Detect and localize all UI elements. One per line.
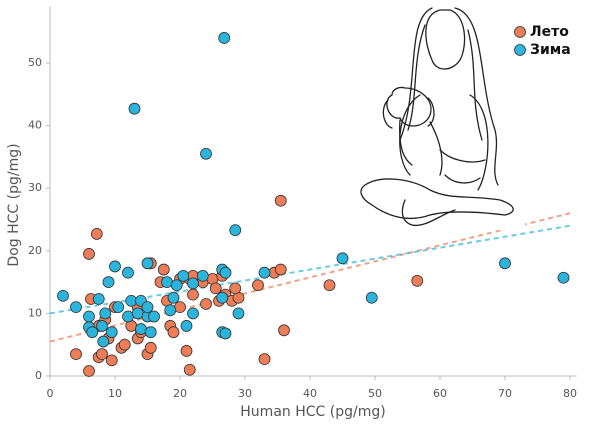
point (131, 307, 144, 320)
point (183, 363, 196, 376)
legend-marker (514, 44, 526, 56)
legend-label: Лето (530, 24, 569, 40)
point (135, 323, 147, 335)
point (144, 326, 157, 339)
y-tick-label: 30 (28, 181, 42, 194)
point (274, 194, 287, 207)
point (97, 335, 110, 348)
point (411, 274, 424, 287)
point (174, 301, 186, 314)
point (365, 291, 378, 304)
legend-label: Зима (530, 42, 571, 58)
point (187, 277, 199, 290)
point (96, 348, 108, 360)
y-tick-label: 10 (28, 306, 42, 319)
point (274, 263, 287, 276)
y-tick-label: 40 (28, 119, 42, 132)
point (336, 252, 349, 265)
point (232, 307, 245, 320)
illustration (355, 0, 525, 230)
point (209, 282, 222, 295)
point (216, 291, 229, 304)
legend-bg (510, 41, 590, 59)
point (258, 353, 271, 365)
point (83, 310, 95, 323)
point (180, 345, 193, 357)
point (83, 365, 95, 377)
x-tick-label: 50 (368, 387, 382, 400)
point (323, 279, 336, 292)
point (278, 324, 290, 337)
point (229, 282, 242, 295)
point (219, 327, 232, 340)
legend-marker (514, 26, 526, 38)
point (148, 310, 160, 323)
point (157, 263, 170, 276)
point (180, 320, 193, 332)
point (141, 301, 154, 314)
point (141, 257, 154, 270)
point (70, 348, 82, 360)
point (187, 288, 199, 301)
x-tick-label: 10 (108, 387, 122, 400)
y-axis-title: Dog HCC (pg/mg) (6, 143, 22, 266)
point (96, 320, 108, 332)
point (90, 227, 103, 240)
point (167, 326, 180, 339)
x-axis-title: Human HCC (pg/mg) (240, 404, 385, 420)
x-tick-label: 80 (563, 387, 577, 400)
y-tick-label: 0 (35, 369, 42, 382)
plot-area: 0 10 20 30 40 50 60 70 80 0 10 20 30 40 50 (28, 6, 577, 400)
trend-line (49, 224, 571, 315)
y-tick-label: 50 (28, 56, 42, 69)
point (128, 102, 141, 115)
point (102, 276, 115, 289)
x-tick-label: 20 (173, 387, 187, 400)
point (99, 307, 112, 320)
point (557, 271, 570, 284)
point (86, 326, 99, 339)
point (105, 354, 118, 367)
point (83, 248, 95, 260)
point (170, 279, 183, 292)
legend: Лето Зима (510, 23, 590, 59)
x-tick-label: 0 (47, 387, 54, 400)
y-tick-label: 20 (28, 244, 42, 257)
point (118, 338, 131, 351)
point (177, 269, 190, 282)
x-tick-label: 40 (303, 387, 317, 400)
point (218, 32, 231, 44)
point (167, 291, 180, 304)
point (164, 304, 177, 317)
point (161, 276, 173, 289)
point (109, 260, 121, 273)
point (229, 224, 242, 237)
point (105, 326, 118, 339)
point (200, 147, 212, 160)
point (252, 279, 264, 292)
point (258, 266, 271, 279)
point (92, 293, 105, 305)
point (112, 301, 125, 314)
legend-bg (510, 23, 590, 41)
point (196, 269, 209, 282)
point (187, 307, 199, 320)
x-tick-label: 60 (433, 387, 447, 400)
point (200, 298, 212, 310)
point (70, 301, 82, 314)
point (499, 257, 511, 270)
x-tick-label: 70 (498, 387, 512, 400)
point (57, 289, 69, 302)
point (144, 341, 157, 354)
point (122, 266, 134, 279)
point (122, 310, 134, 323)
point (219, 266, 232, 279)
x-tick-label: 30 (238, 387, 252, 400)
